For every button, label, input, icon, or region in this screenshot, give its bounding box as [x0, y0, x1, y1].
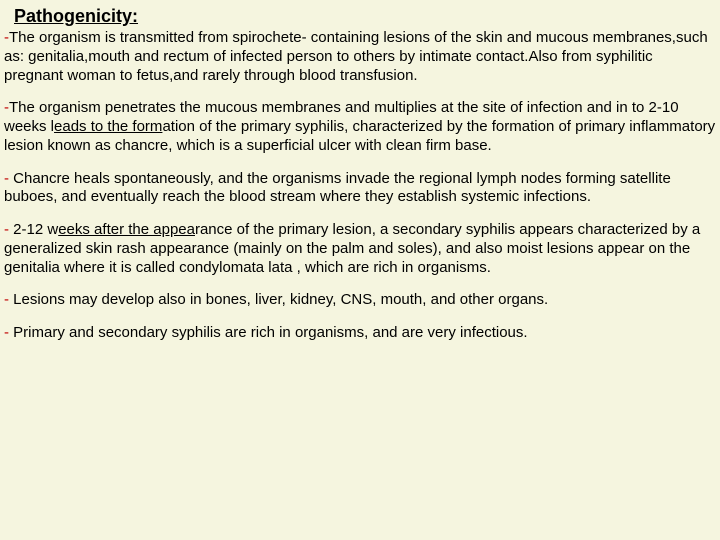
paragraph-4: - 2-12 weeks after the appearance of the…: [4, 221, 716, 277]
para-text-underline: eeks after the appea: [58, 221, 195, 238]
section-title: Pathogenicity:: [4, 6, 716, 27]
paragraph-1: -The organism is transmitted from spiroc…: [4, 29, 716, 85]
paragraph-3: - Chancre heals spontaneously, and the o…: [4, 170, 716, 208]
para-text-pre: Lesions may develop also in bones, liver…: [9, 291, 548, 308]
paragraph-6: - Primary and secondary syphilis are ric…: [4, 324, 716, 343]
paragraph-2: -The organism penetrates the mucous memb…: [4, 99, 716, 155]
paragraph-5: - Lesions may develop also in bones, liv…: [4, 291, 716, 310]
para-text-pre: Primary and secondary syphilis are rich …: [9, 324, 528, 341]
para-text-pre: 2-12 w: [9, 221, 58, 238]
para-text-underline: eads to the form: [54, 118, 162, 135]
para-text-pre: Chancre heals spontaneously, and the org…: [4, 170, 671, 206]
para-text-pre: The organism is transmitted from spiroch…: [4, 29, 708, 84]
